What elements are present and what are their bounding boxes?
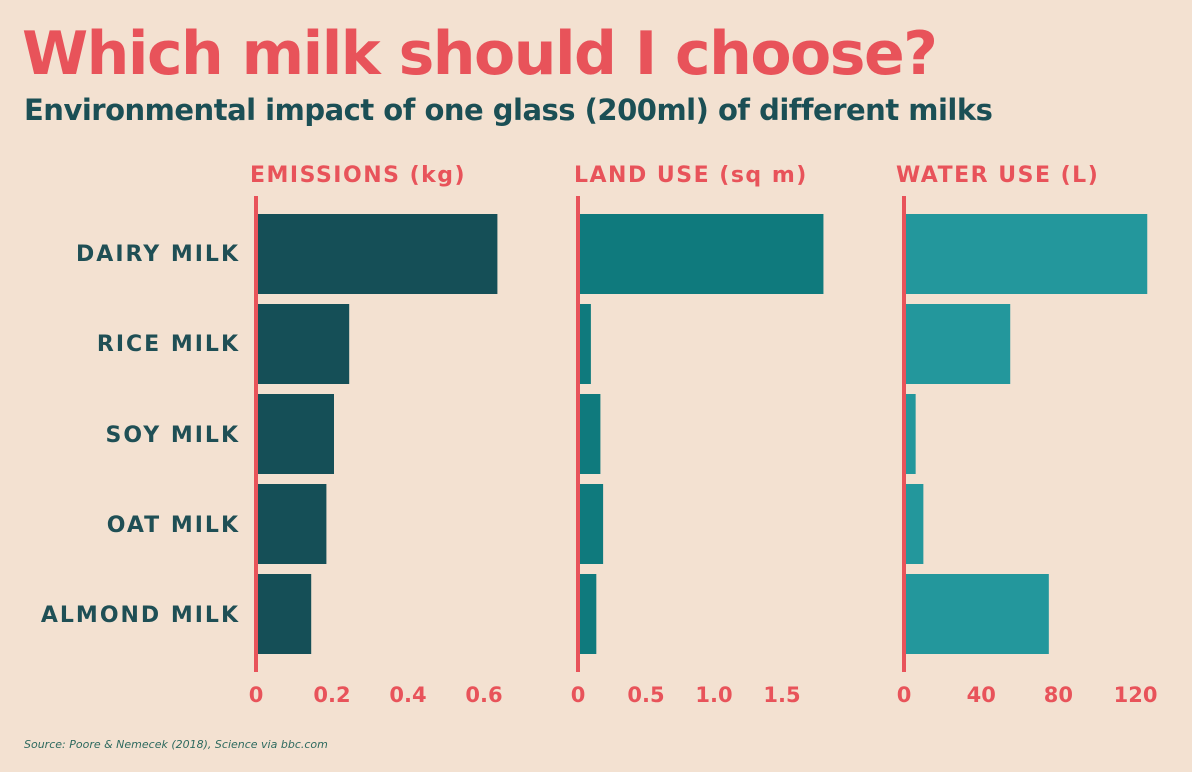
- tick-label-emissions: 0: [249, 683, 264, 707]
- bar-water-use-soy-milk: [906, 394, 916, 474]
- bar-water-use-oat-milk: [906, 484, 924, 564]
- bar-land-use-rice-milk: [580, 304, 591, 384]
- panel-title-water-use: WATER USE (L): [896, 163, 1100, 188]
- tick-label-land-use: 1.5: [763, 683, 800, 707]
- bar-water-use-dairy-milk: [906, 214, 1148, 294]
- tick-label-land-use: 1.0: [695, 683, 732, 707]
- bar-water-use-rice-milk: [906, 304, 1011, 384]
- bar-emissions-almond-milk: [258, 574, 312, 654]
- panel-title-emissions: EMISSIONS (kg): [250, 163, 467, 188]
- category-label-rice: RICE MILK: [96, 332, 240, 357]
- category-label-almond: ALMOND MILK: [40, 603, 240, 628]
- tick-label-water-use: 80: [1044, 683, 1073, 707]
- tick-label-land-use: 0: [571, 683, 586, 707]
- bar-emissions-oat-milk: [258, 484, 327, 564]
- chart-subtitle: Environmental impact of one glass (200ml…: [24, 93, 993, 127]
- bar-land-use-soy-milk: [580, 394, 601, 474]
- category-label-dairy: DAIRY MILK: [76, 242, 240, 267]
- category-label-soy: SOY MILK: [105, 423, 240, 448]
- bar-water-use-almond-milk: [906, 574, 1049, 654]
- tick-label-land-use: 0.5: [627, 683, 664, 707]
- bar-emissions-rice-milk: [258, 304, 350, 384]
- bar-emissions-dairy-milk: [258, 214, 498, 294]
- tick-label-emissions: 0.4: [389, 683, 426, 707]
- bar-emissions-soy-milk: [258, 394, 334, 474]
- category-label-oat: OAT MILK: [106, 513, 240, 538]
- bar-land-use-almond-milk: [580, 574, 597, 654]
- bar-land-use-oat-milk: [580, 484, 604, 564]
- tick-label-water-use: 0: [897, 683, 912, 707]
- tick-label-water-use: 40: [967, 683, 996, 707]
- source-note: Source: Poore & Nemecek (2018), Science …: [24, 738, 328, 751]
- tick-label-water-use: 120: [1114, 683, 1158, 707]
- panel-title-land-use: LAND USE (sq m): [574, 163, 808, 188]
- chart-title: Which milk should I choose?: [22, 19, 938, 89]
- tick-label-emissions: 0.2: [313, 683, 350, 707]
- tick-label-emissions: 0.6: [465, 683, 502, 707]
- bar-land-use-dairy-milk: [580, 214, 824, 294]
